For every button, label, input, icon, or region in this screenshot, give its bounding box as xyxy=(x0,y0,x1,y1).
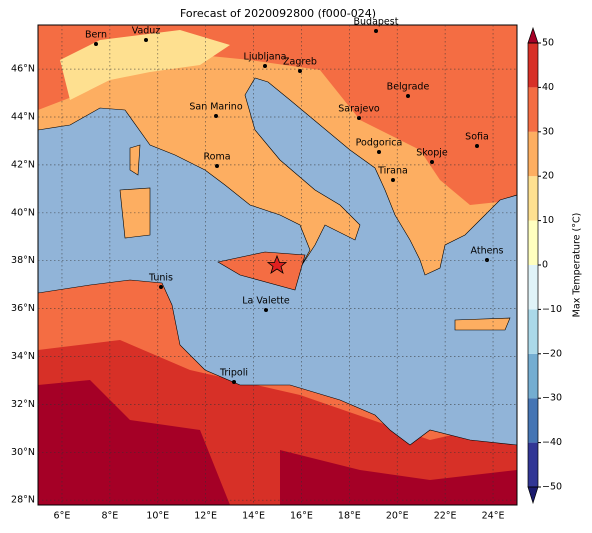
colorbar-tick-label: −40 xyxy=(542,437,562,448)
lon-tick-label: 20°E xyxy=(386,511,409,522)
city-label: Bern xyxy=(85,30,107,41)
map-frame xyxy=(37,24,518,506)
colorbar-tick-label: 50 xyxy=(542,38,554,49)
lat-tick-label: 30°N xyxy=(11,447,35,458)
colorbar-bin xyxy=(528,176,538,221)
colorbar-bin xyxy=(528,442,538,487)
colorbar-over xyxy=(527,26,539,44)
lat-tick-label: 42°N xyxy=(11,159,35,170)
city-label: Athens xyxy=(471,246,504,257)
city-label: Budapest xyxy=(354,17,399,28)
lat-tick-label: 34°N xyxy=(11,351,35,362)
city-label: Sarajevo xyxy=(338,104,380,115)
lat-tick-label: 28°N xyxy=(11,495,35,506)
city-label: Sofia xyxy=(465,132,489,143)
colorbar-tick-label: −10 xyxy=(542,304,562,315)
colorbar-tick-label: −30 xyxy=(542,393,562,404)
colorbar-under xyxy=(527,486,539,505)
colorbar-bin xyxy=(528,398,538,443)
city-label: Roma xyxy=(203,152,230,163)
city-label: Tunis xyxy=(148,273,173,284)
colorbar-bin xyxy=(528,87,538,132)
colorbar: −50 −40 −30 −20 −10 0 10 20 30 40 50 xyxy=(527,26,562,505)
colorbar-bin xyxy=(528,353,538,399)
city-dot xyxy=(264,308,268,312)
lon-tick-label: 8°E xyxy=(101,511,118,522)
city-dot xyxy=(298,69,302,73)
colorbar-tick-label: −50 xyxy=(542,482,562,493)
colorbar-tick-label: 0 xyxy=(542,260,548,271)
city-label: Tripoli xyxy=(219,368,248,379)
star-marker xyxy=(266,254,288,274)
city-dot xyxy=(406,94,410,98)
map-title: Forecast of 2020092800 (f000-024) xyxy=(180,7,376,20)
colorbar-bin xyxy=(528,309,538,354)
crete xyxy=(454,317,511,331)
colorbar-label: Max Temperature (°C) xyxy=(572,213,583,318)
lat-tick-label: 32°N xyxy=(11,399,35,410)
city-label: Belgrade xyxy=(387,82,430,93)
lat-tick-label: 40°N xyxy=(11,207,35,218)
city-dot xyxy=(485,258,489,262)
city-label: Skopje xyxy=(416,148,448,159)
city-label: Ljubljana xyxy=(244,52,287,63)
city-dot xyxy=(374,29,378,33)
lat-tick-label: 44°N xyxy=(11,112,35,123)
city-dot xyxy=(159,285,163,289)
corsica xyxy=(129,144,141,176)
lat-tick-label: 38°N xyxy=(11,255,35,266)
colorbar-tick-label: −20 xyxy=(542,348,562,359)
lon-tick-label: 12°E xyxy=(194,511,217,522)
lon-tick-label: 22°E xyxy=(434,511,457,522)
lat-tick-label: 36°N xyxy=(11,303,35,314)
city-dot xyxy=(357,116,361,120)
colorbar-tick-label: 30 xyxy=(542,126,554,137)
colorbar-tick-label: 40 xyxy=(542,82,554,93)
lon-tick-label: 18°E xyxy=(338,511,361,522)
colorbar-bin xyxy=(528,131,538,177)
city-dot xyxy=(391,178,395,182)
city-dot xyxy=(263,64,267,68)
lat-tick-label: 46°N xyxy=(11,64,35,75)
city-label: La Valette xyxy=(242,296,290,307)
lon-tick-label: 24°E xyxy=(482,511,505,522)
city-label: Podgorica xyxy=(356,138,403,149)
lon-tick-label: 6°E xyxy=(54,511,71,522)
city-dot xyxy=(377,150,381,154)
city-dot xyxy=(214,114,218,118)
city-label: Tirana xyxy=(377,166,408,177)
city-dot xyxy=(144,38,148,42)
city-dot xyxy=(232,380,236,384)
colorbar-bin xyxy=(528,265,538,310)
city-label: Vaduz xyxy=(132,26,161,37)
lon-tick-label: 10°E xyxy=(146,511,169,522)
colorbar-bin xyxy=(528,43,538,88)
sicily xyxy=(217,251,306,291)
colorbar-tick-label: 10 xyxy=(542,215,554,226)
city-dot xyxy=(94,42,98,46)
alps-zone xyxy=(60,30,230,100)
colorbar-tick-label: 20 xyxy=(542,171,554,182)
city-label: San Marino xyxy=(189,102,242,113)
city-label: Zagreb xyxy=(283,57,317,68)
city-dot xyxy=(475,144,479,148)
lon-tick-label: 16°E xyxy=(290,511,313,522)
city-dot xyxy=(430,160,434,164)
lon-tick-label: 14°E xyxy=(242,511,265,522)
colorbar-bin xyxy=(528,220,538,265)
